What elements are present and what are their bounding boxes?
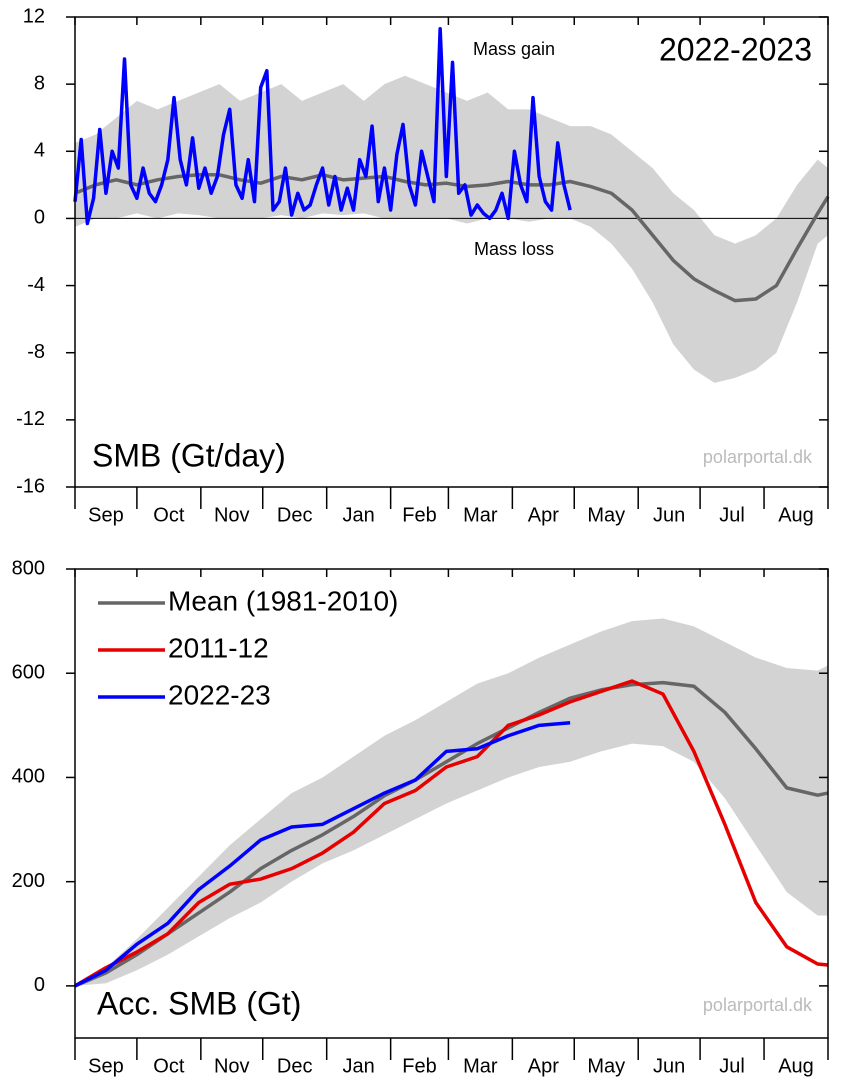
- x-tick-label: Jul: [719, 504, 745, 526]
- x-tick-label: Jul: [719, 1055, 745, 1077]
- legend-label: 2011-12: [168, 632, 269, 663]
- y-tick-label: -16: [16, 475, 45, 497]
- x-tick-label: Mar: [463, 1055, 498, 1077]
- annotation: Mass loss: [474, 239, 554, 259]
- annotation: 2022-2023: [659, 31, 812, 67]
- x-tick-label: Sep: [88, 504, 124, 526]
- y-tick-label: 8: [34, 72, 45, 94]
- annotation: polarportal.dk: [703, 995, 813, 1015]
- y-tick-label: -12: [16, 408, 45, 430]
- x-tick-label: Mar: [463, 504, 498, 526]
- y-tick-label: -8: [27, 341, 45, 363]
- x-tick-label: Nov: [214, 1055, 250, 1077]
- y-tick-label: 600: [12, 662, 45, 684]
- legend-label: Mean (1981-2010): [168, 585, 398, 616]
- x-tick-label: Dec: [277, 1055, 313, 1077]
- annotation: Acc. SMB (Gt): [97, 985, 301, 1021]
- x-tick-label: May: [587, 504, 625, 526]
- x-tick-label: Aug: [778, 504, 814, 526]
- series-line: [74, 679, 829, 988]
- y-tick-label: 200: [12, 870, 45, 892]
- x-tick-label: Jan: [343, 504, 375, 526]
- range-band: [75, 618, 828, 986]
- y-tick-label: 0: [34, 207, 45, 229]
- chart: 0 200 400 600 800 Sep Oct Nov Dec Jan Feb Mar Apr May…: [12, 557, 829, 1077]
- legend-label: 2022-23: [168, 679, 271, 710]
- x-tick-label: Apr: [528, 1055, 559, 1077]
- x-tick-label: Jun: [653, 504, 685, 526]
- y-tick-label: -4: [27, 274, 45, 296]
- x-tick-label: Jun: [653, 1055, 685, 1077]
- y-tick-label: 800: [12, 557, 45, 579]
- y-tick-label: 0: [34, 974, 45, 996]
- range-band: [75, 75, 828, 383]
- y-tick-label: 4: [34, 140, 45, 162]
- series-line: [74, 720, 571, 988]
- annotation: SMB (Gt/day): [92, 437, 286, 473]
- chart: -16 -12 -8 -4 0 4 8 12 Sep Oct Nov Dec Jan Feb Mar Apr M…: [16, 5, 830, 526]
- x-tick-label: May: [587, 1055, 625, 1077]
- x-tick-label: Oct: [153, 1055, 185, 1077]
- series-line: [73, 27, 572, 226]
- x-tick-label: Feb: [402, 1055, 436, 1077]
- annotation: polarportal.dk: [703, 447, 813, 467]
- x-tick-label: Jan: [343, 1055, 375, 1077]
- x-tick-label: Dec: [277, 504, 313, 526]
- annotation: Mass gain: [473, 39, 555, 59]
- x-tick-label: Aug: [778, 1055, 814, 1077]
- x-tick-label: Oct: [153, 504, 185, 526]
- y-tick-label: 12: [23, 5, 45, 27]
- series-line: [74, 680, 829, 988]
- y-tick-label: 400: [12, 766, 45, 788]
- x-tick-label: Apr: [528, 504, 559, 526]
- x-tick-label: Feb: [402, 504, 436, 526]
- plot-frame: [74, 568, 829, 1039]
- x-tick-label: Sep: [88, 1055, 124, 1077]
- plot-frame: [74, 16, 829, 488]
- x-tick-label: Nov: [214, 504, 250, 526]
